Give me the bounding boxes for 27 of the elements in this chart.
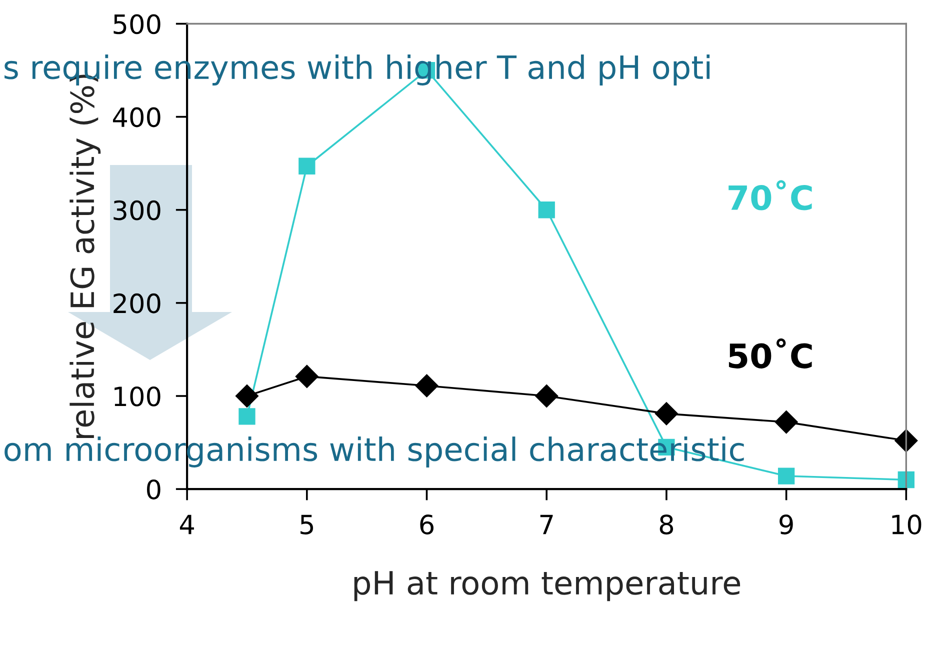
x-tick-label: 7 bbox=[540, 514, 553, 534]
point bbox=[295, 364, 318, 388]
series-label: 50˚C bbox=[728, 338, 812, 368]
y-tick-label: 200 bbox=[114, 293, 160, 314]
point bbox=[538, 202, 555, 218]
x-tick-label: 9 bbox=[780, 514, 793, 534]
point bbox=[235, 384, 258, 408]
x-axis-title: pH at room temperature bbox=[354, 571, 740, 602]
y-tick-label: 400 bbox=[112, 107, 160, 128]
point bbox=[654, 402, 678, 426]
x-tick-label: 4 bbox=[180, 514, 194, 534]
x-tick-label: 6 bbox=[420, 514, 434, 534]
y-tick-label: 100 bbox=[114, 386, 160, 406]
x-tick-label: 10 bbox=[892, 514, 922, 534]
point bbox=[238, 408, 256, 425]
point bbox=[898, 471, 914, 488]
y-tick-label: 300 bbox=[114, 200, 160, 220]
point bbox=[535, 384, 558, 408]
x-tick-label: 8 bbox=[660, 514, 674, 534]
y-tick-label: 500 bbox=[114, 14, 160, 34]
text: 70˚C bbox=[728, 180, 812, 210]
point bbox=[298, 158, 316, 174]
point bbox=[415, 374, 438, 398]
point bbox=[778, 468, 795, 484]
x-tick-label: 5 bbox=[300, 514, 313, 534]
y-tick-label: 0 bbox=[147, 480, 160, 500]
point bbox=[774, 410, 798, 434]
